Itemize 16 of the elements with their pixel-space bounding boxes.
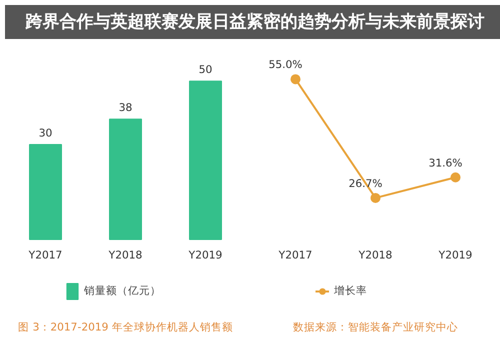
- chart-title: 跨界合作与英超联赛发展日益紧密的趋势分析与未来前景探讨: [26, 11, 484, 34]
- data-label: 50: [198, 63, 212, 76]
- x-tick-label: Y2019: [438, 248, 473, 262]
- legend-label: 销量额（亿元）: [84, 284, 161, 298]
- caption: 图 3：2017-2019 年全球协作机器人销售额: [18, 320, 233, 334]
- data-label: 31.6%: [428, 156, 462, 170]
- source-note: 数据来源：智能装备产业研究中心: [293, 320, 458, 334]
- x-tick-label: Y2017: [28, 248, 62, 262]
- x-tick-label: Y2018: [358, 248, 393, 262]
- data-label: 30: [38, 126, 52, 140]
- data-label: 55.0%: [268, 58, 302, 72]
- x-tick-label: Y2017: [278, 248, 312, 262]
- x-tick-label: Y2019: [188, 248, 223, 262]
- legend-label: 增长率: [334, 284, 367, 298]
- x-tick-label: Y2018: [108, 248, 143, 262]
- data-label: 38: [118, 101, 132, 114]
